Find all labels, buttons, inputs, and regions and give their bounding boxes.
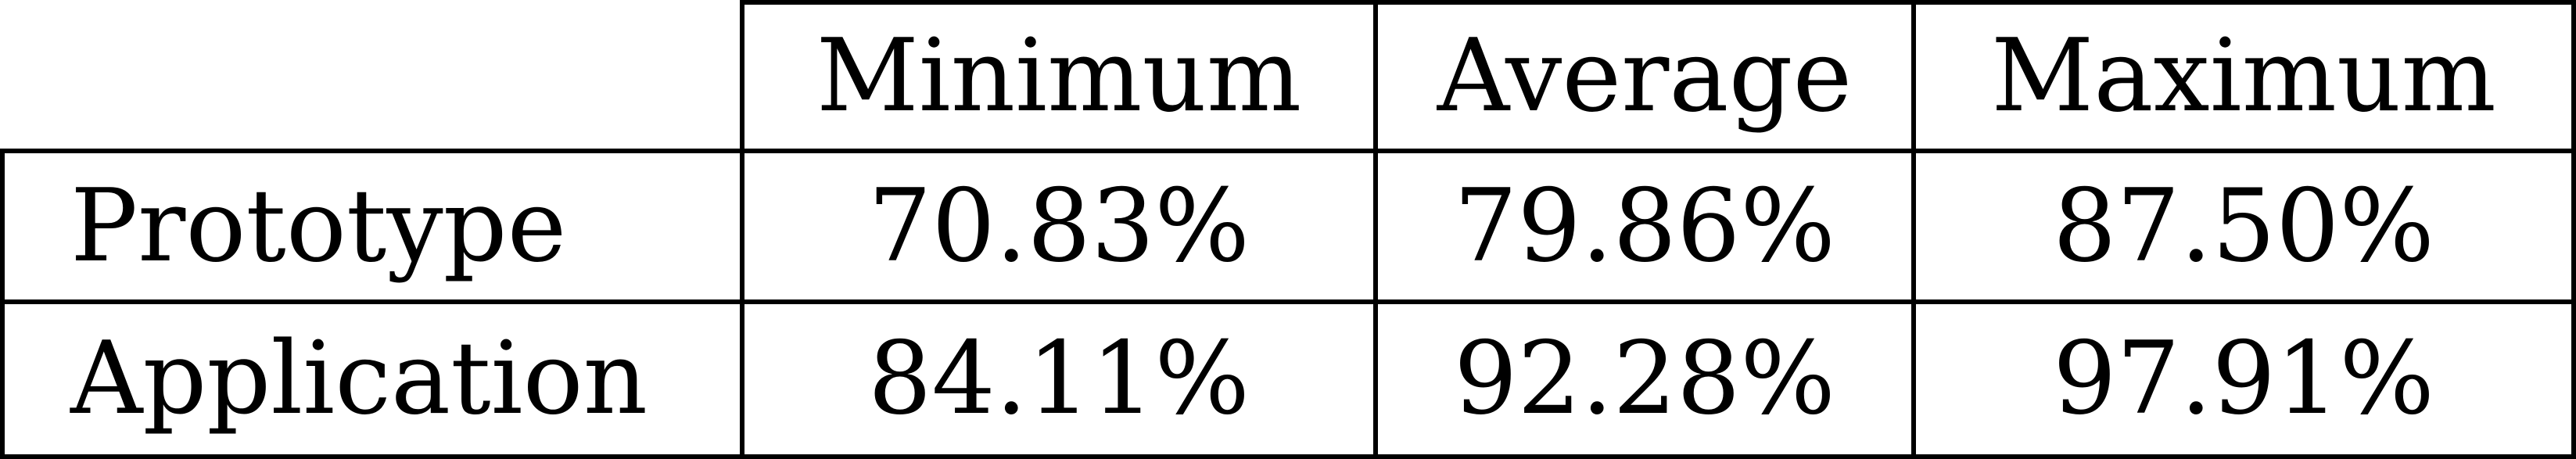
label-column-divider-line bbox=[740, 0, 744, 459]
header-average: Average bbox=[1437, 18, 1853, 134]
left-border-line bbox=[0, 149, 5, 459]
prototype-minimum-value: 70.83% bbox=[867, 167, 1250, 285]
right-border-line bbox=[2571, 0, 2576, 459]
row-label-application: Application bbox=[70, 321, 648, 437]
prototype-average-value: 79.86% bbox=[1453, 167, 1836, 285]
row-divider-line bbox=[0, 299, 2576, 304]
average-column-divider-line bbox=[1911, 0, 1916, 459]
header-maximum: Maximum bbox=[1991, 18, 2496, 134]
header-divider-line bbox=[0, 149, 2576, 153]
application-maximum-value: 97.91% bbox=[2052, 321, 2435, 437]
header-empty-cell bbox=[0, 0, 740, 149]
minimum-column-divider-line bbox=[1373, 0, 1378, 459]
header-minimum: Minimum bbox=[816, 18, 1302, 134]
top-border-line bbox=[740, 0, 2576, 5]
prototype-maximum-value: 87.50% bbox=[2052, 167, 2435, 285]
application-minimum-value: 84.11% bbox=[867, 321, 1250, 437]
application-average-value: 92.28% bbox=[1453, 321, 1836, 437]
bottom-border-line bbox=[0, 454, 2576, 459]
row-label-prototype: Prototype bbox=[70, 167, 567, 285]
